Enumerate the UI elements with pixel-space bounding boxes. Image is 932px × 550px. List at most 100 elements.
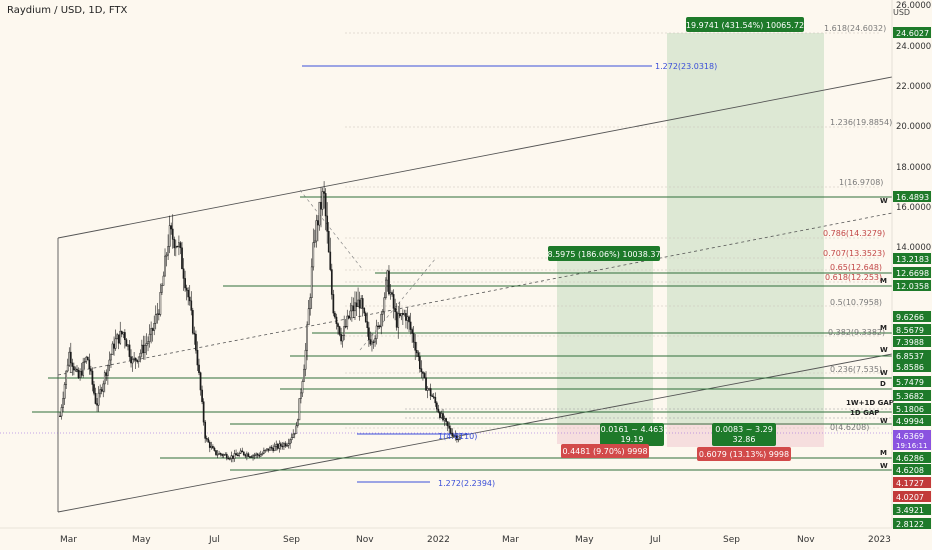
price-tag bbox=[893, 390, 931, 401]
stop-box[interactable] bbox=[561, 444, 649, 458]
candle-body bbox=[224, 454, 227, 456]
candle-body bbox=[263, 450, 265, 454]
candle-body bbox=[300, 392, 302, 399]
candle-body bbox=[187, 290, 190, 298]
x-tick: 2023 bbox=[868, 535, 891, 545]
candle-body bbox=[431, 395, 434, 397]
candle-body bbox=[164, 255, 166, 277]
price-tag bbox=[893, 518, 931, 529]
fib-anchor-line bbox=[299, 189, 364, 271]
price-tag bbox=[893, 376, 931, 387]
candle-body bbox=[276, 444, 279, 449]
target-box[interactable] bbox=[548, 246, 660, 261]
y-tick: 14.0000 bbox=[896, 243, 931, 253]
candle-body bbox=[162, 275, 165, 286]
candle-body bbox=[174, 245, 177, 249]
risk-box[interactable] bbox=[600, 423, 664, 446]
candle-body bbox=[402, 313, 404, 315]
candle-body bbox=[229, 458, 231, 460]
channel-upper[interactable] bbox=[57, 76, 893, 239]
candle-body bbox=[184, 278, 186, 289]
candle-body bbox=[85, 356, 88, 362]
candle-body bbox=[195, 333, 197, 351]
ext-label-mid: 1(4.6110) bbox=[438, 432, 477, 441]
candle-body bbox=[406, 316, 409, 321]
candle-body bbox=[233, 453, 236, 459]
candle-body bbox=[157, 313, 160, 315]
candle-body bbox=[267, 448, 270, 451]
candle-body bbox=[173, 239, 176, 249]
candle-body bbox=[315, 220, 318, 242]
candle-body bbox=[403, 313, 406, 315]
candle-body bbox=[347, 315, 350, 319]
candle-body bbox=[62, 398, 64, 408]
x-tick: Mar bbox=[60, 535, 77, 545]
ext-label-top: 1.272(23.0318) bbox=[655, 62, 717, 71]
short-position-boxes[interactable]: 8.5975 (186.06%) 10038.37 0.0161 ~ 4.463… bbox=[547, 246, 664, 458]
candle-body bbox=[344, 326, 347, 328]
candle-body bbox=[358, 299, 361, 309]
candle-body bbox=[330, 269, 333, 295]
candle-body bbox=[188, 296, 191, 302]
candle-body bbox=[128, 344, 131, 357]
price-tag-label: 24.6027 bbox=[896, 29, 929, 38]
candle-body bbox=[371, 341, 373, 345]
candle-body bbox=[334, 312, 336, 318]
fib-label: 1(16.9708) bbox=[839, 178, 883, 187]
x-axis-ticks: Mar May Jul Sep Nov 2022 Mar May Jul Sep… bbox=[60, 535, 891, 545]
candle-body bbox=[79, 371, 81, 378]
price-tag-label: 7.3988 bbox=[896, 338, 924, 347]
candle-body bbox=[82, 361, 85, 376]
candle-body bbox=[74, 368, 77, 371]
candle-body bbox=[374, 338, 376, 343]
candle-body bbox=[343, 326, 346, 336]
risk-box[interactable] bbox=[712, 423, 776, 446]
candle-body bbox=[425, 377, 427, 391]
candle-body bbox=[202, 401, 205, 423]
candle-body bbox=[69, 351, 72, 364]
stop-box[interactable] bbox=[697, 447, 791, 461]
candlestick-series bbox=[59, 181, 461, 463]
price-tag bbox=[893, 253, 931, 264]
candle-body bbox=[281, 445, 284, 448]
target-box[interactable] bbox=[686, 17, 804, 32]
level-tag: W bbox=[880, 197, 888, 205]
price-tag bbox=[893, 491, 931, 502]
candle-body bbox=[296, 419, 299, 426]
candle-body bbox=[380, 313, 383, 328]
candle-body bbox=[136, 360, 139, 362]
horizontal-levels[interactable] bbox=[32, 196, 892, 471]
candle-body bbox=[159, 292, 162, 315]
candle-body bbox=[329, 251, 332, 270]
candle-body bbox=[435, 402, 438, 410]
candle-body bbox=[108, 359, 111, 366]
candle-body bbox=[176, 245, 179, 248]
price-tag bbox=[893, 464, 931, 475]
candle-body bbox=[144, 345, 146, 354]
candle-body bbox=[167, 246, 169, 256]
candle-body bbox=[445, 418, 447, 422]
candle-body bbox=[185, 287, 188, 291]
candle-body bbox=[131, 359, 134, 364]
candle-body bbox=[392, 294, 395, 309]
candle-body bbox=[357, 299, 359, 307]
candle-body bbox=[133, 357, 135, 360]
level-tag: 1W+1D GAP bbox=[846, 399, 894, 407]
candle-body bbox=[102, 383, 105, 392]
candle-body bbox=[283, 443, 285, 448]
candle-body bbox=[318, 201, 321, 226]
price-tag bbox=[893, 361, 931, 372]
candle-body bbox=[93, 384, 95, 394]
price-tag-label: 12.6698 bbox=[896, 269, 929, 278]
target-text: 19.9741 (431.54%) 10065.72 bbox=[686, 21, 804, 30]
candle-body bbox=[337, 323, 339, 327]
candle-body bbox=[309, 297, 312, 310]
price-tag-label: 6.8537 bbox=[896, 352, 924, 361]
price-tag-label: 16.4893 bbox=[896, 193, 929, 202]
long-position-boxes[interactable]: 19.9741 (431.54%) 10065.72 0.0083 ~ 3.29… bbox=[686, 17, 804, 461]
candle-body bbox=[312, 242, 315, 268]
candle-body bbox=[405, 313, 407, 321]
candle-body bbox=[266, 448, 268, 451]
candle-body bbox=[412, 333, 415, 343]
